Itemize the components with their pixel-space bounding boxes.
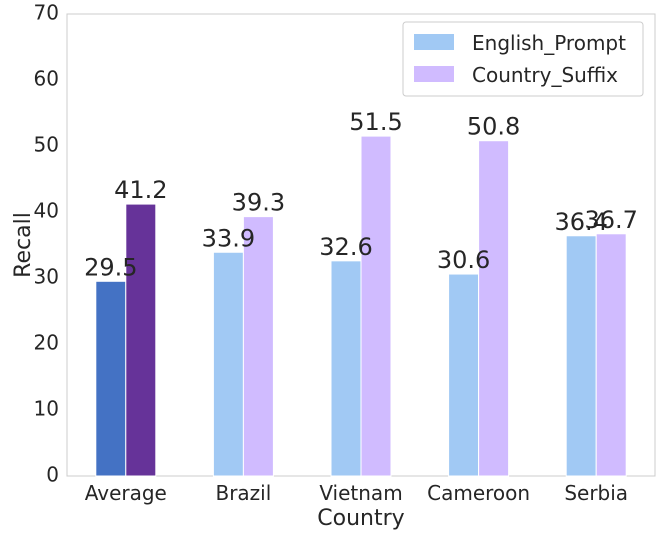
bar-country-suffix-serbia [595,233,627,477]
legend: English_Prompt Country_Suffix [402,21,644,97]
data-label-english-prompt-brazil: 33.9 [202,224,255,252]
bar-english-prompt-serbia [565,235,597,477]
bar-country-suffix-average [125,203,157,477]
x-axis: Average Brazil Vietnam Cameroon Serbia [85,481,628,505]
data-label-country-suffix-vietnam: 51.5 [349,108,402,136]
bars [95,135,627,477]
bar-country-suffix-cameroon [478,140,510,477]
bar-english-prompt-vietnam [330,260,362,477]
data-label-country-suffix-brazil: 39.3 [232,189,285,217]
data-labels: 29.5 41.2 33.9 39.3 32.6 51.5 30.6 50.8 36.436.7 [84,108,638,281]
y-tick-label-60: 60 [34,67,59,91]
x-tick-label-cameroon: Cameroon [427,481,530,505]
data-label-country-suffix-average: 41.2 [114,176,167,204]
bar-country-suffix-brazil [242,216,274,477]
y-tick-label-30: 30 [34,265,59,289]
data-label-english-prompt-serbia: 36.4 [554,208,607,236]
legend-label-country-suffix: Country_Suffix [472,63,618,87]
legend-swatch-english-prompt [414,34,454,50]
x-tick-label-serbia: Serbia [564,481,628,505]
bar-english-prompt-average [95,280,127,477]
legend-label-english-prompt: English_Prompt [472,31,626,55]
x-tick-label-vietnam: Vietnam [319,481,402,505]
x-axis-title: Country [317,506,404,531]
bar-country-suffix-vietnam [360,135,392,477]
legend-swatch-country-suffix [414,66,454,82]
y-tick-label-0: 0 [46,463,59,487]
y-tick-label-50: 50 [34,133,59,157]
y-tick-label-10: 10 [34,397,59,421]
data-label-english-prompt-average: 29.5 [84,253,137,281]
data-label-country-suffix-cameroon: 50.8 [467,113,520,141]
x-tick-label-brazil: Brazil [215,481,271,505]
x-tick-label-average: Average [85,481,167,505]
data-label-english-prompt-vietnam: 32.6 [319,233,372,261]
data-label-english-prompt-cameroon: 30.6 [437,246,490,274]
legend-box [402,21,644,97]
bar-english-prompt-brazil [212,251,244,477]
y-tick-label-20: 20 [34,331,59,355]
y-axis: 0 10 20 30 40 50 60 70 [34,1,59,487]
y-axis-title: Recall [11,212,36,278]
y-tick-label-40: 40 [34,199,59,223]
data-label-country-suffix-serbia: 36.7 [584,206,637,234]
bar-english-prompt-cameroon [448,273,480,477]
y-tick-label-70: 70 [34,1,59,25]
